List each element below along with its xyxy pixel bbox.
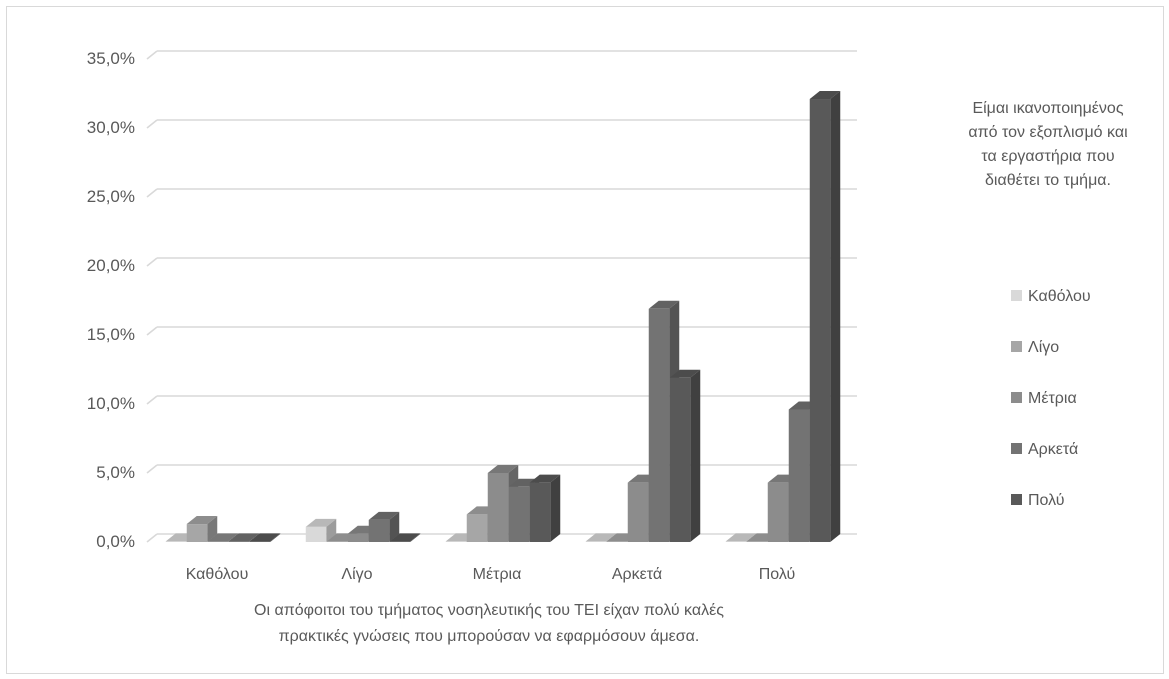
- bar: [508, 486, 530, 542]
- x-tick-label: Λίγο: [341, 566, 372, 583]
- legend-label: Λίγο: [1028, 339, 1059, 356]
- gridline-depth: [146, 188, 158, 198]
- gridline-depth: [146, 533, 158, 543]
- legend-label: Καθόλου: [1028, 288, 1091, 305]
- bar: [669, 377, 691, 542]
- gridline-depth: [146, 395, 158, 405]
- y-tick-label: 15,0%: [87, 325, 135, 344]
- legend-title-line-4: διαθέτει το τμήμα.: [985, 172, 1111, 189]
- gridlines: [146, 50, 857, 543]
- bar: [326, 541, 348, 542]
- bar: [305, 526, 327, 542]
- bar: [788, 409, 810, 542]
- bar: [445, 541, 467, 542]
- gridline-depth: [146, 119, 158, 129]
- chart-area: 0,0% 5,0% 10,0% 15,0% 20,0% 25,0% 30,0% 35,0% Κ…: [6, 6, 1164, 674]
- bar-side: [690, 369, 701, 542]
- bar: [725, 541, 747, 542]
- x-axis-title-line-1: Οι απόφοιτοι του τμήματος νοσηλευτικής τ…: [254, 602, 724, 619]
- legend-title-line-1: Είμαι ικανοποιημένος: [972, 100, 1123, 117]
- x-tick-label: Καθόλου: [186, 566, 249, 583]
- bar-top: [305, 518, 337, 527]
- bar-top: [228, 533, 260, 542]
- x-tick-label: Μέτρια: [473, 566, 522, 583]
- legend-label: Μέτρια: [1028, 390, 1077, 407]
- bar-top: [725, 533, 757, 542]
- legend-swatch: [1011, 494, 1022, 505]
- bar: [809, 99, 831, 543]
- bar-side: [270, 533, 281, 542]
- x-axis-title-line-2: πρακτικές γνώσεις που μπορούσαν να εφαρμ…: [279, 628, 700, 645]
- bar-top: [648, 300, 680, 309]
- y-tick-label: 35,0%: [87, 49, 135, 68]
- y-axis-tick-labels: 0,0% 5,0% 10,0% 15,0% 20,0% 25,0% 30,0% 35,0%: [87, 49, 135, 551]
- bar-top: [389, 533, 421, 542]
- bar-side: [830, 91, 841, 543]
- bar: [389, 541, 411, 542]
- bar: [165, 541, 187, 542]
- bar-top: [487, 465, 519, 473]
- bar: [648, 308, 670, 542]
- bar-top: [529, 474, 561, 483]
- bar: [746, 541, 768, 542]
- bar: [466, 514, 488, 542]
- bar-top: [809, 91, 841, 100]
- bar: [585, 541, 607, 542]
- bar: [249, 541, 271, 542]
- bar: [767, 482, 789, 542]
- bars: [165, 91, 841, 543]
- legend-swatch: [1011, 341, 1022, 352]
- y-tick-label: 20,0%: [87, 256, 135, 275]
- bar-top: [207, 533, 239, 542]
- bar-side: [207, 516, 218, 542]
- bar-top: [585, 533, 617, 542]
- gridline-depth: [146, 464, 158, 474]
- legend-label: Αρκετά: [1028, 441, 1078, 458]
- legend-title-line-3: τα εργαστήρια που: [981, 148, 1114, 165]
- bar: [347, 533, 369, 542]
- bar-top: [186, 516, 218, 525]
- bar-top: [249, 533, 281, 542]
- bar: [207, 541, 229, 542]
- bar-top: [669, 369, 701, 378]
- y-tick-label: 10,0%: [87, 394, 135, 413]
- bar: [228, 541, 250, 542]
- bar-side: [326, 518, 337, 542]
- bar: [186, 524, 208, 542]
- gridline-depth: [146, 50, 158, 60]
- y-tick-label: 5,0%: [96, 463, 135, 482]
- x-axis-category-labels: Καθόλου Λίγο Μέτρια Αρκετά Πολύ: [186, 566, 796, 583]
- x-tick-label: Αρκετά: [612, 566, 662, 583]
- gridline-depth: [146, 257, 158, 267]
- bar-side: [410, 533, 421, 542]
- bar: [368, 519, 390, 542]
- y-tick-label: 30,0%: [87, 118, 135, 137]
- bar-side: [389, 511, 400, 542]
- bar: [487, 473, 509, 542]
- bar: [529, 482, 551, 542]
- y-tick-label: 25,0%: [87, 187, 135, 206]
- bar: [627, 482, 649, 542]
- bar-top: [368, 511, 400, 520]
- legend-title-line-2: από τον εξοπλισμό και: [968, 124, 1128, 141]
- gridline-depth: [146, 326, 158, 336]
- legend-swatch: [1011, 392, 1022, 403]
- x-tick-label: Πολύ: [759, 566, 796, 583]
- legend-swatch: [1011, 290, 1022, 301]
- legend-swatch: [1011, 443, 1022, 454]
- bar-side: [550, 474, 561, 542]
- y-tick-label: 0,0%: [96, 532, 135, 551]
- legend-label: Πολύ: [1028, 492, 1065, 509]
- bar: [606, 541, 628, 542]
- chart-svg: 0,0% 5,0% 10,0% 15,0% 20,0% 25,0% 30,0% 35,0% Κ…: [87, 49, 1128, 645]
- legend: Καθόλου Λίγο Μέτρια Αρκετά Πολύ: [1011, 288, 1091, 509]
